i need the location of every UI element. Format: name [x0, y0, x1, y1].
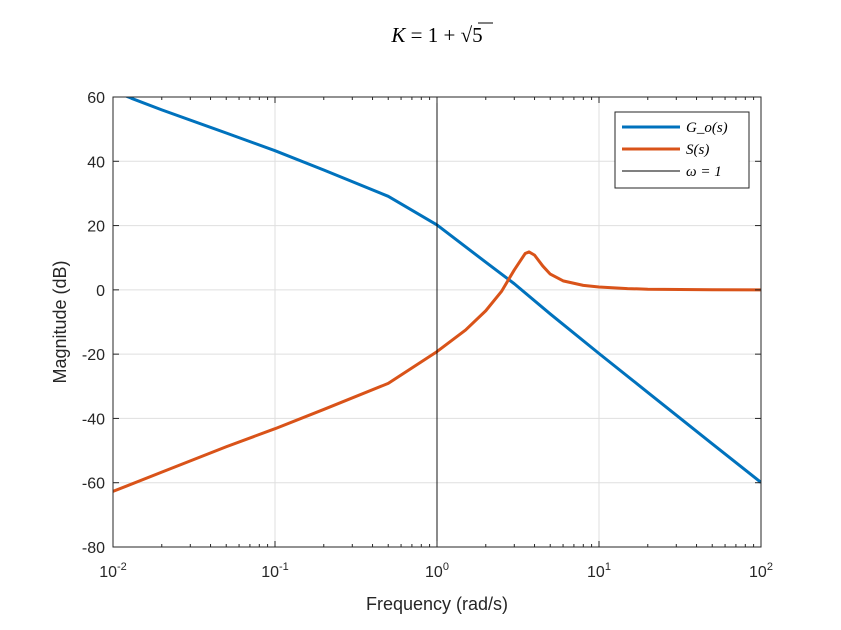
title-radicand: 5 — [472, 23, 483, 47]
x-tick-base: 10 — [99, 564, 117, 581]
x-tick-label: 102 — [749, 561, 773, 581]
y-tick-label: -80 — [82, 540, 105, 557]
x-tick-exponent: 1 — [605, 561, 611, 573]
x-tick-exponent: 2 — [767, 561, 773, 573]
y-tick-label: 40 — [87, 154, 105, 171]
legend: G_o(s) S(s) ω = 1 — [614, 111, 750, 189]
legend-label: G_o(s) — [686, 120, 728, 136]
x-tick-exponent: 0 — [443, 561, 449, 573]
x-tick-exponent: -2 — [117, 561, 127, 573]
title-lhs: K — [390, 23, 406, 47]
legend-label: ω = 1 — [686, 164, 722, 180]
series-lines — [113, 97, 761, 547]
y-tick-label: 60 — [87, 90, 105, 107]
y-tick-label: -20 — [82, 347, 105, 364]
y-tick-label: 0 — [96, 283, 105, 300]
series-line-1 — [113, 250, 761, 493]
title-eq: = 1 + — [405, 23, 460, 47]
x-tick-label: 100 — [425, 561, 449, 581]
x-tick-label: 10-1 — [261, 561, 289, 581]
chart-title: K = 1 + √5 — [390, 23, 482, 47]
x-axis-label: Frequency (rad/s) — [366, 594, 508, 614]
y-tick-label: 20 — [87, 219, 105, 236]
x-tick-base: 10 — [425, 564, 443, 581]
legend-label: S(s) — [686, 142, 709, 158]
axis-ticks — [112, 96, 762, 548]
y-tick-label: -40 — [82, 411, 105, 428]
x-tick-label: 10-2 — [99, 561, 127, 581]
y-tick-label: -60 — [82, 476, 105, 493]
title-sqrt-sign: √ — [461, 23, 473, 47]
y-axis-label: Magnitude (dB) — [50, 260, 70, 383]
x-tick-label: 101 — [587, 561, 611, 581]
x-tick-base: 10 — [749, 564, 767, 581]
x-tick-exponent: -1 — [279, 561, 289, 573]
x-tick-base: 10 — [261, 564, 279, 581]
x-tick-base: 10 — [587, 564, 605, 581]
